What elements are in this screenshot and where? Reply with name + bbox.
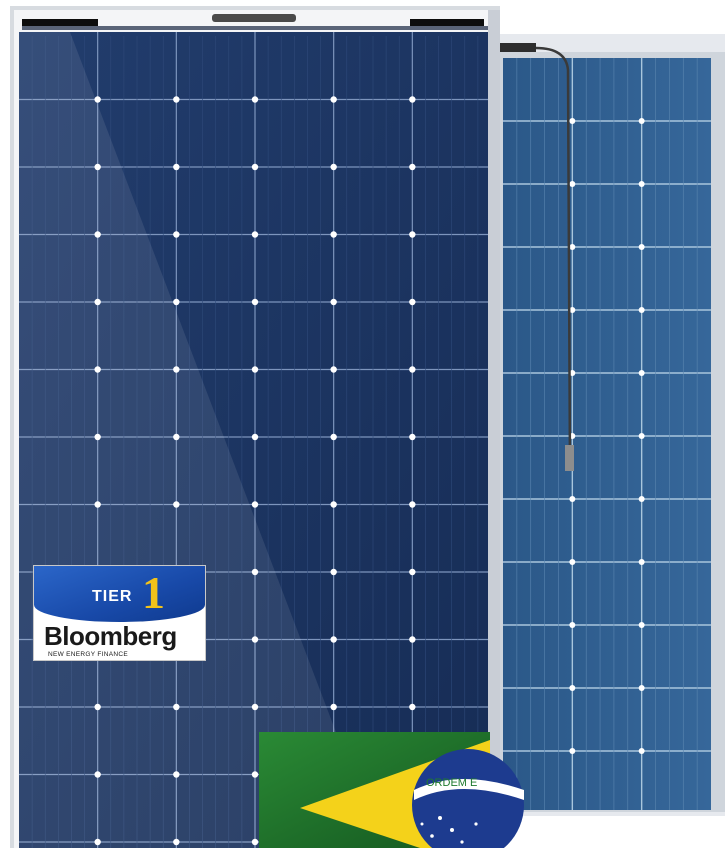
badge-banner	[34, 566, 205, 622]
badge-tier-number: 1	[142, 567, 165, 618]
cable-connector	[565, 445, 574, 471]
front-panel	[10, 6, 500, 848]
junction-cable	[500, 46, 572, 471]
tier1-badge: TIER 1 Bloomberg NEW ENERGY FINANCE	[33, 565, 206, 661]
brazil-flag: ORDEM E	[259, 732, 524, 848]
rear-panel	[498, 34, 725, 816]
rear-panel-cells	[503, 58, 711, 810]
flag-stars	[420, 816, 478, 844]
rear-panel-nodes	[569, 118, 645, 754]
flag-globe	[412, 749, 524, 848]
flag-motto: ORDEM E	[426, 777, 477, 789]
badge-tier-label: TIER	[92, 588, 133, 605]
rear-panel-grid	[503, 58, 711, 810]
badge-brand: Bloomberg	[44, 621, 177, 651]
flag-band	[414, 779, 524, 800]
front-panel-fingers	[31, 36, 479, 848]
badge-subtitle: NEW ENERGY FINANCE	[48, 651, 129, 658]
junction-box	[500, 43, 536, 52]
